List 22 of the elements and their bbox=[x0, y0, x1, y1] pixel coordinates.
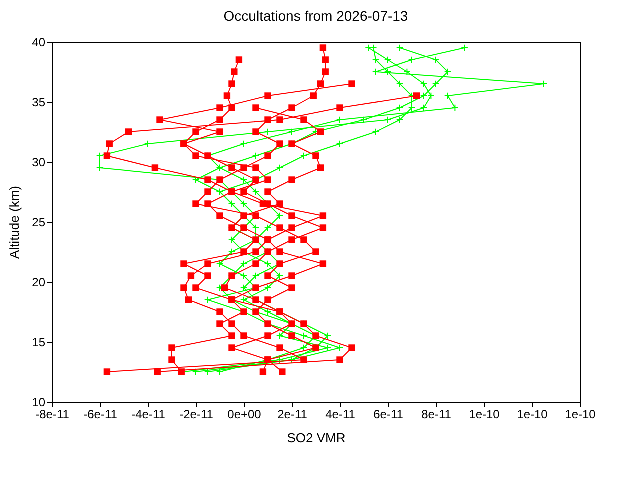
x-tick-label: 1e-10 bbox=[469, 408, 500, 422]
y-tick-label: 35 bbox=[32, 96, 46, 110]
x-tick-label: -6e-11 bbox=[84, 408, 118, 422]
y-tick-label: 15 bbox=[32, 336, 46, 350]
x-tick-label: 2e-11 bbox=[278, 408, 308, 422]
x-tick-label: 0e+00 bbox=[228, 408, 262, 422]
x-tick-label: -4e-11 bbox=[132, 408, 166, 422]
y-tick-label: 30 bbox=[32, 156, 46, 170]
y-tick-label: 10 bbox=[32, 396, 46, 410]
x-tick-label: 4e-11 bbox=[326, 408, 356, 422]
y-tick-label: 40 bbox=[32, 36, 46, 50]
x-tick-label: 1e-10 bbox=[517, 408, 548, 422]
x-tick-label: -8e-11 bbox=[36, 408, 70, 422]
x-tick-label: 6e-11 bbox=[374, 408, 404, 422]
x-axis-title: SO2 VMR bbox=[287, 430, 346, 446]
x-tick-label: 1e-10 bbox=[565, 408, 596, 422]
y-tick-label: 20 bbox=[32, 276, 46, 290]
chart-title: Occultations from 2026-07-13 bbox=[224, 8, 408, 24]
y-axis-title: Altitude (km) bbox=[7, 186, 22, 259]
x-tick-label: 8e-11 bbox=[422, 408, 452, 422]
y-tick-label: 25 bbox=[32, 216, 46, 230]
x-tick-label: -2e-11 bbox=[180, 408, 214, 422]
